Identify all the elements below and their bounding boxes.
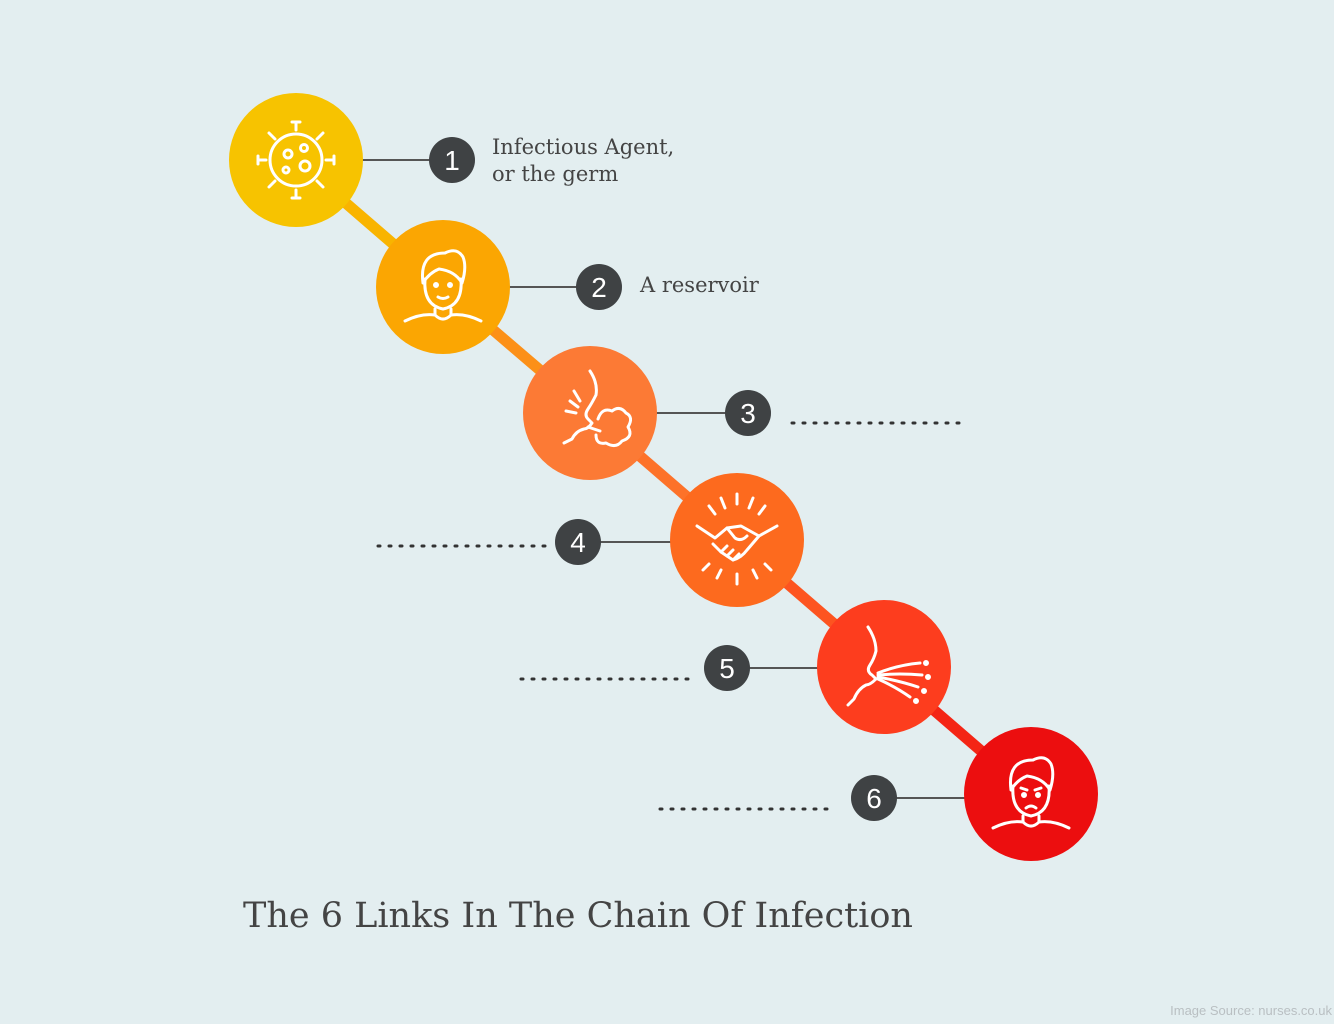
step-circle-6	[964, 727, 1098, 861]
badge-5-number: 5	[719, 653, 735, 684]
badge-1: 1	[429, 137, 475, 183]
step-2-label: A reservoir	[640, 272, 759, 299]
badge-4: 4	[555, 519, 601, 565]
badge-6: 6	[851, 775, 897, 821]
badge-5: 5	[704, 645, 750, 691]
germ-icon	[256, 120, 336, 200]
handshake-icon	[695, 492, 779, 586]
person-icon	[403, 249, 483, 323]
step-1-label: Infectious Agent, or the germ	[492, 134, 674, 188]
step-2-label-line-1: A reservoir	[640, 273, 759, 297]
sick-person-icon	[991, 756, 1071, 830]
number-badges: 1 2 3 4 5 6	[429, 137, 897, 821]
badge-3: 3	[725, 390, 771, 436]
step-circle-5	[817, 600, 951, 734]
badge-2-number: 2	[591, 272, 607, 303]
blank-lines	[376, 421, 966, 811]
badge-2: 2	[576, 264, 622, 310]
badge-3-number: 3	[740, 398, 756, 429]
image-source-credit: Image Source: nurses.co.uk	[1170, 1003, 1332, 1018]
badge-1-number: 1	[444, 145, 460, 176]
step-1-label-line-2: or the germ	[492, 162, 619, 186]
breath-icon	[846, 625, 931, 707]
badge-6-number: 6	[866, 783, 882, 814]
step-circle-3	[523, 346, 657, 480]
cough-icon	[562, 369, 633, 448]
step-1-label-line-1: Infectious Agent,	[492, 135, 675, 159]
step-circle-2	[376, 220, 510, 354]
diagram-title: The 6 Links In The Chain Of Infection	[243, 896, 913, 936]
badge-4-number: 4	[570, 527, 586, 558]
step-circle-1	[229, 93, 363, 227]
